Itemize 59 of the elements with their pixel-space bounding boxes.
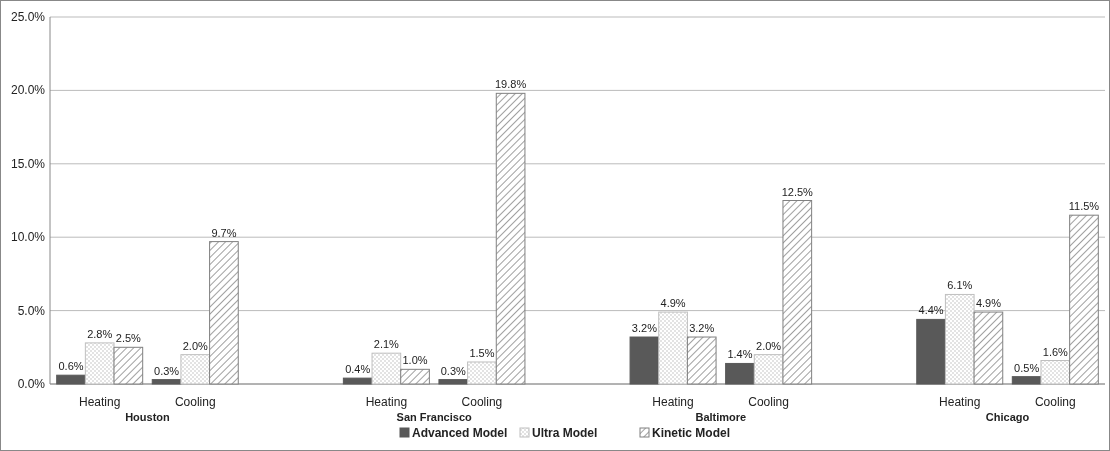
legend-label: Kinetic Model [652,426,731,440]
x-tick-label: Cooling [1034,395,1076,409]
x-tick-label: Cooling [748,395,789,409]
data-label: 11.5% [1068,200,1100,213]
y-tick-label: 20.0% [10,83,46,98]
data-label: 4.9% [660,297,686,310]
x-tick-label: Cooling [461,395,503,409]
data-label: 0.3% [154,364,180,377]
y-tick-label: 0.0% [17,377,46,391]
x-tick-label: Heating [652,395,694,409]
legend-label: Ultra Model [532,426,598,440]
data-label: 3.2% [689,322,715,335]
bar [916,318,946,385]
bar [56,374,86,385]
bar [342,377,373,385]
bar [371,352,402,385]
x-tick-label: Heating [365,395,408,409]
x-tick-label: Heating [939,395,981,409]
data-label: 1.0% [402,354,428,367]
data-label: 2.5% [115,332,142,345]
data-label: 0.3% [440,364,467,377]
x-tick-label: Cooling [174,395,216,409]
text: Chicago [985,411,1030,423]
bar [180,354,211,385]
data-label: 1.4% [727,348,753,361]
legend-label: Advanced Model [412,426,508,440]
bar [1040,360,1071,385]
data-label: 4.4% [918,304,944,317]
x-tick-label: Heating [79,395,121,409]
data-label: 0.5% [1014,361,1040,374]
data-label: 2.8% [87,327,113,340]
data-label: 4.9% [975,297,1002,310]
data-label: 2.0% [182,339,209,352]
y-tick-label: 10.0% [10,230,46,245]
data-label: 1.5% [469,346,495,359]
data-label: 6.1% [947,279,973,292]
bar [84,342,115,385]
data-label: 19.8% [495,78,527,91]
bar [151,379,182,385]
text: Baltimore [695,411,747,423]
text: Houston [125,411,171,423]
data-label: 9.7% [211,226,237,239]
data-label: 2.1% [373,338,400,351]
data-label: 0.6% [58,360,84,373]
y-tick-label: 5.0% [17,303,46,318]
y-tick-label: 25.0% [10,10,46,24]
bar [1011,376,1042,385]
data-label: 12.5% [781,185,814,198]
bar [438,379,469,385]
text: San Francisco [396,411,473,423]
data-label: 1.6% [1042,345,1069,358]
data-label: 2.0% [756,339,782,352]
data-label: 3.2% [631,322,658,335]
bar [467,361,497,385]
y-tick-label: 15.0% [10,156,46,171]
bar [725,362,755,385]
data-label: 0.4% [345,363,371,376]
bar [629,336,660,385]
bar [753,354,784,385]
